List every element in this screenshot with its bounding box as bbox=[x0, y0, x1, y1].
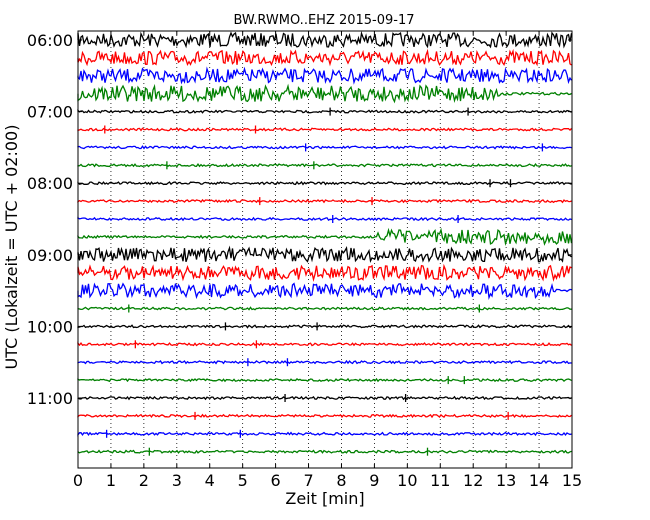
x-tick-label: 9 bbox=[369, 471, 379, 490]
seismic-traces bbox=[77, 30, 573, 456]
y-axis-label: UTC (Lokalzeit = UTC + 02:00) bbox=[2, 125, 21, 370]
seismic-trace bbox=[77, 324, 572, 329]
seismic-trace bbox=[77, 413, 572, 419]
plot-frame bbox=[77, 30, 573, 469]
seismic-trace bbox=[77, 109, 572, 114]
grid-lines bbox=[110, 31, 540, 468]
x-tick-label: 11 bbox=[430, 471, 450, 490]
x-tick-label: 12 bbox=[463, 471, 483, 490]
seismic-trace bbox=[77, 263, 572, 282]
seismic-trace bbox=[77, 245, 572, 264]
x-tick-label: 0 bbox=[73, 471, 83, 490]
y-tick-label: 10:00 bbox=[27, 317, 73, 336]
x-tick-label: 6 bbox=[271, 471, 281, 490]
seismic-trace bbox=[77, 127, 572, 132]
x-tick-label: 4 bbox=[205, 471, 215, 490]
y-tick-label: 08:00 bbox=[27, 174, 73, 193]
seismic-trace bbox=[77, 431, 572, 437]
x-axis-label: Zeit [min] bbox=[285, 489, 364, 508]
chart-title: BW.RWMO..EHZ 2015-09-17 bbox=[233, 13, 414, 28]
x-tick-label: 3 bbox=[172, 471, 182, 490]
x-tick-label: 5 bbox=[238, 471, 248, 490]
x-tick-label: 8 bbox=[336, 471, 346, 490]
seismic-trace bbox=[77, 227, 573, 247]
seismic-trace bbox=[77, 83, 572, 104]
seismic-trace bbox=[77, 30, 573, 49]
seismic-trace bbox=[77, 449, 572, 454]
y-tick-label: 11:00 bbox=[27, 389, 73, 408]
seismic-trace bbox=[77, 377, 572, 383]
y-tick-label: 09:00 bbox=[27, 246, 73, 265]
seismic-trace bbox=[77, 306, 572, 311]
x-tick-label: 15 bbox=[562, 471, 582, 490]
x-tick-label: 2 bbox=[139, 471, 149, 490]
seismic-trace bbox=[77, 216, 572, 222]
seismic-trace bbox=[77, 180, 572, 186]
seismic-trace bbox=[77, 359, 572, 365]
x-tick-label: 13 bbox=[496, 471, 516, 490]
seismic-trace bbox=[77, 282, 572, 301]
seismic-trace bbox=[77, 341, 572, 347]
seismic-trace bbox=[77, 48, 572, 67]
y-tick-label: 06:00 bbox=[27, 31, 73, 50]
x-tick-label: 7 bbox=[303, 471, 313, 490]
x-tick-label: 14 bbox=[529, 471, 549, 490]
seismic-trace bbox=[77, 395, 572, 401]
x-tick-label: 1 bbox=[106, 471, 116, 490]
seismic-trace bbox=[77, 66, 573, 85]
x-tick-label: 10 bbox=[397, 471, 417, 490]
axis-ticks: 0 1 2 3 4 5 6 7 8 9 10 11 12 13 14 1506:0007:0008:0009:… bbox=[27, 31, 582, 490]
seismic-trace bbox=[77, 198, 572, 204]
seismic-trace bbox=[77, 162, 572, 168]
y-tick-label: 07:00 bbox=[27, 103, 73, 122]
seismic-trace bbox=[77, 145, 572, 150]
